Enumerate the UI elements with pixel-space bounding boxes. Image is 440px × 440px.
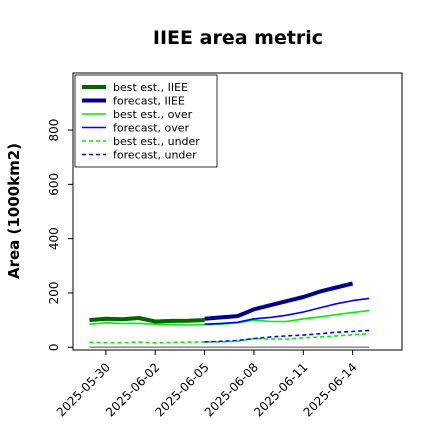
y-tick-label: 800: [47, 119, 61, 142]
legend-label: forecast, IIEE: [113, 95, 185, 108]
chart-title: IIEE area metric: [153, 27, 323, 49]
legend-label: forecast, over: [113, 122, 189, 135]
x-tick-label: 2025-06-14: [301, 360, 360, 419]
plot-area: [89, 281, 370, 349]
series-line-forecast-iiee: [204, 281, 354, 321]
y-tick-label: 200: [47, 282, 61, 305]
legend-label: best est., under: [113, 135, 200, 148]
series-line-best-est-iiee: [89, 316, 205, 324]
y-tick-label: 400: [47, 227, 61, 250]
legend-box: [74, 74, 218, 168]
y-tick-label: 0: [47, 343, 61, 351]
legend-label: forecast, under: [113, 149, 197, 162]
plot-frame: [72, 72, 403, 351]
series-line-best-est-under: [89, 332, 370, 344]
legend-label: best est., IIEE: [113, 81, 188, 94]
legend-label: best est., over: [113, 108, 193, 121]
y-tick-label: 600: [47, 173, 61, 196]
y-axis-label: Area (1000km2): [5, 143, 23, 279]
series-line-forecast-over: [204, 297, 370, 325]
